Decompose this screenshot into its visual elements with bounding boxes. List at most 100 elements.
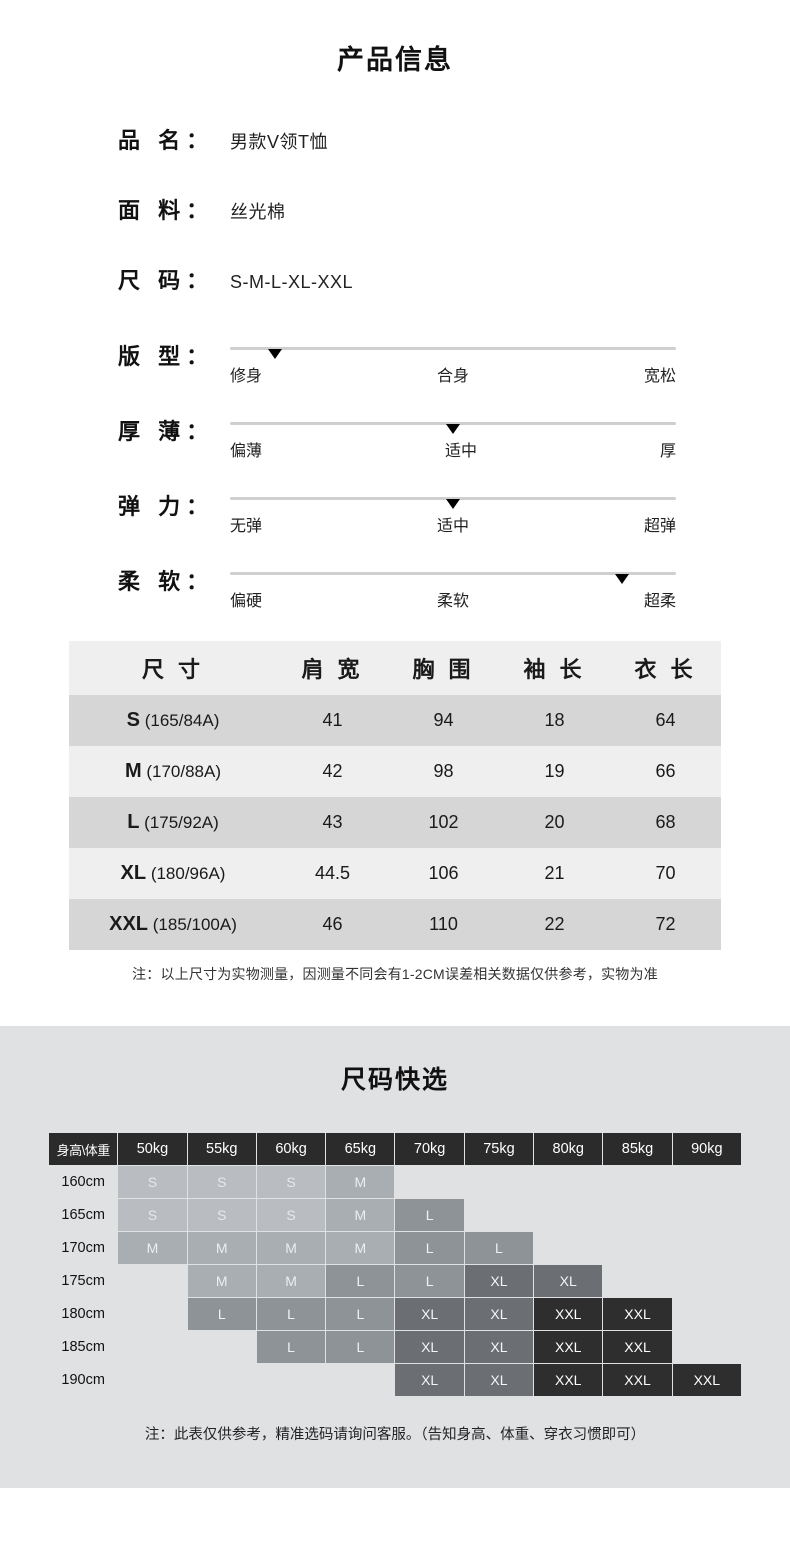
sleeve-cell: 19 [499, 746, 610, 797]
slider-tick-label: 柔软 [436, 593, 469, 610]
matrix-row: 175cm M M L L XL XL [47, 1264, 743, 1298]
size-table-column-header: 胸 围 [388, 641, 499, 695]
matrix-size-cell[interactable]: XL [463, 1264, 535, 1298]
matrix-size-cell[interactable]: XXL [533, 1297, 604, 1331]
matrix-size-cell[interactable]: S [186, 1198, 257, 1232]
matrix-size-cell[interactable]: L [394, 1264, 465, 1298]
matrix-size-cell[interactable]: XL [463, 1330, 535, 1364]
size-picker-section: 尺码快选 身高\体重 50kg 55kg 60kg 65kg 70kg 75kg 80kg 85… [0, 1026, 790, 1488]
attribute-slider-row: 弹 力： 无弹 适中 超弹 [0, 483, 790, 536]
length-cell: 64 [610, 695, 721, 746]
size-table-row: S (165/84A) 41 94 18 64 [69, 695, 721, 746]
matrix-height-header: 190cm [47, 1363, 119, 1397]
matrix-size-cell[interactable]: M [325, 1231, 396, 1265]
matrix-size-cell[interactable]: L [394, 1231, 465, 1265]
matrix-empty-cell [255, 1363, 327, 1397]
matrix-body: 160cm S S S M 165cm S S S M L 170cm M M M M L L 175cm M M L L X… [47, 1165, 743, 1397]
size-table-column-header: 衣 长 [610, 641, 721, 695]
slider-track[interactable] [230, 422, 676, 434]
matrix-weight-header: 75kg [463, 1132, 535, 1166]
spec-label: 品 名： [118, 128, 215, 153]
matrix-size-cell[interactable]: S [255, 1165, 327, 1199]
matrix-size-cell[interactable]: S [117, 1198, 188, 1232]
matrix-size-cell[interactable]: L [255, 1330, 327, 1364]
matrix-size-cell[interactable]: M [255, 1231, 327, 1265]
matrix-empty-cell [463, 1198, 535, 1232]
matrix-size-cell[interactable]: XXL [602, 1330, 673, 1364]
matrix-height-header: 170cm [47, 1231, 119, 1265]
matrix-size-cell[interactable]: L [463, 1231, 535, 1265]
shoulder-cell: 44.5 [277, 848, 388, 899]
size-table-row: XL (180/96A) 44.5 106 21 70 [69, 848, 721, 899]
size-table-row: M (170/88A) 42 98 19 66 [69, 746, 721, 797]
slider-label: 柔 软： [118, 569, 215, 594]
matrix-size-cell[interactable]: L [394, 1198, 465, 1232]
slider-marker-triangle-icon[interactable] [267, 349, 282, 359]
matrix-empty-cell [671, 1330, 743, 1364]
size-spec: (185/100A) [152, 915, 237, 934]
matrix-size-cell[interactable]: M [186, 1231, 257, 1265]
matrix-empty-cell [671, 1231, 743, 1265]
matrix-size-cell[interactable]: L [325, 1330, 396, 1364]
slider-track[interactable] [230, 497, 676, 509]
shoulder-cell: 42 [277, 746, 388, 797]
matrix-size-cell[interactable]: XL [394, 1363, 465, 1397]
attribute-slider-row: 版 型： 修身 合身 宽松 [0, 333, 790, 386]
matrix-size-cell[interactable]: XL [463, 1363, 535, 1397]
matrix-size-cell[interactable]: XXL [602, 1297, 673, 1331]
matrix-header-row: 身高\体重 50kg 55kg 60kg 65kg 70kg 75kg 80kg 85kg 90k… [47, 1132, 743, 1166]
matrix-size-cell[interactable]: XL [394, 1297, 465, 1331]
matrix-empty-cell [671, 1165, 743, 1199]
matrix-height-header: 175cm [47, 1264, 119, 1298]
matrix-size-cell[interactable]: S [117, 1165, 188, 1199]
slider-tick-label: 超弹 [643, 518, 676, 535]
matrix-size-cell[interactable]: M [325, 1198, 396, 1232]
matrix-size-cell[interactable]: XL [394, 1330, 465, 1364]
size-table-header-row: 尺 寸肩 宽胸 围袖 长衣 长 [69, 641, 721, 695]
matrix-empty-cell [533, 1231, 604, 1265]
shoulder-cell: 46 [277, 899, 388, 950]
slider-tick-label: 适中 [444, 443, 477, 460]
matrix-row: 190cm XL XL XXL XXL XXL [47, 1363, 743, 1397]
matrix-size-cell[interactable]: L [325, 1297, 396, 1331]
spec-list: 品 名： 男款V领T恤面 料： 丝光棉尺 码： S-M-L-XL-XXL [0, 123, 790, 295]
matrix-size-cell[interactable]: M [255, 1264, 327, 1298]
size-name-cell: M (170/88A) [69, 746, 277, 797]
size-picker-note: 注：此表仅供参考，精准选码请询问客服。（告知身高、体重、穿衣习惯即可） [144, 1427, 646, 1443]
spec-row: 尺 码： S-M-L-XL-XXL [0, 263, 790, 295]
slider-marker-triangle-icon[interactable] [446, 424, 460, 434]
matrix-size-cell[interactable]: M [186, 1264, 257, 1298]
matrix-weight-header: 55kg [186, 1132, 257, 1166]
matrix-size-cell[interactable]: XXL [533, 1330, 604, 1364]
size-table-row: XXL (185/100A) 46 110 22 72 [69, 899, 721, 950]
slider-track[interactable] [230, 572, 676, 584]
matrix-size-cell[interactable]: XL [533, 1264, 604, 1298]
matrix-row: 170cm M M M M L L [47, 1231, 743, 1265]
slider-marker-triangle-icon[interactable] [446, 499, 460, 509]
chest-cell: 94 [388, 695, 499, 746]
chest-cell: 98 [388, 746, 499, 797]
matrix-size-cell[interactable]: M [325, 1165, 396, 1199]
matrix-size-cell[interactable]: XXL [533, 1363, 604, 1397]
slider-marker-triangle-icon[interactable] [615, 574, 630, 584]
matrix-size-cell[interactable]: L [255, 1297, 327, 1331]
size-table-note: 注：以上尺寸为实物测量，因测量不同会有1-2CM误差相关数据仅供参考，实物为准 [132, 966, 658, 982]
matrix-empty-cell [671, 1264, 743, 1298]
matrix-size-cell[interactable]: S [186, 1165, 257, 1199]
size-name-cell: XL (180/96A) [69, 848, 277, 899]
matrix-empty-cell [671, 1198, 743, 1232]
matrix-empty-cell [394, 1165, 465, 1199]
attribute-slider-row: 厚 薄： 偏薄 适中 厚 [0, 408, 790, 461]
matrix-size-cell[interactable]: XL [463, 1297, 535, 1331]
matrix-empty-cell [671, 1297, 743, 1331]
matrix-size-cell[interactable]: L [325, 1264, 396, 1298]
matrix-corner-header: 身高\体重 [47, 1132, 119, 1166]
matrix-size-cell[interactable]: XXL [671, 1363, 743, 1397]
matrix-size-cell[interactable]: L [186, 1297, 257, 1331]
slider-tick-row: 偏硬 柔软 超柔 [230, 587, 676, 611]
matrix-size-cell[interactable]: M [117, 1231, 188, 1265]
slider-track[interactable] [230, 347, 676, 359]
size-name-cell: S (165/84A) [69, 695, 277, 746]
matrix-size-cell[interactable]: XXL [602, 1363, 673, 1397]
matrix-size-cell[interactable]: S [255, 1198, 327, 1232]
